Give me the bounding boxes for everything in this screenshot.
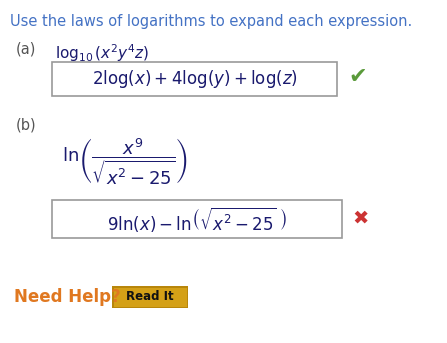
Text: $\ln\!\left(\dfrac{x^9}{\sqrt{x^2-25}}\right)$: $\ln\!\left(\dfrac{x^9}{\sqrt{x^2-25}}\r… xyxy=(62,137,188,187)
Text: Need Help?: Need Help? xyxy=(14,288,121,306)
Bar xyxy=(52,200,342,238)
Text: ✖: ✖ xyxy=(352,209,368,227)
Bar xyxy=(114,287,186,307)
Text: ✔: ✔ xyxy=(348,67,367,87)
Text: (a): (a) xyxy=(16,42,36,57)
Bar xyxy=(112,286,188,308)
Bar xyxy=(52,62,337,96)
Text: Use the laws of logarithms to expand each expression.: Use the laws of logarithms to expand eac… xyxy=(10,14,412,29)
Text: $\log_{10}(x^2y^4z)$: $\log_{10}(x^2y^4z)$ xyxy=(55,42,149,64)
Text: Read It: Read It xyxy=(126,291,174,304)
Text: (b): (b) xyxy=(16,118,37,133)
Text: $2\log(x) + 4\log(y) + \log(z)$: $2\log(x) + 4\log(y) + \log(z)$ xyxy=(92,68,298,90)
Text: $9\ln(x) - \ln\!\left(\sqrt{x^2-25}\;\right)$: $9\ln(x) - \ln\!\left(\sqrt{x^2-25}\;\ri… xyxy=(107,204,287,234)
